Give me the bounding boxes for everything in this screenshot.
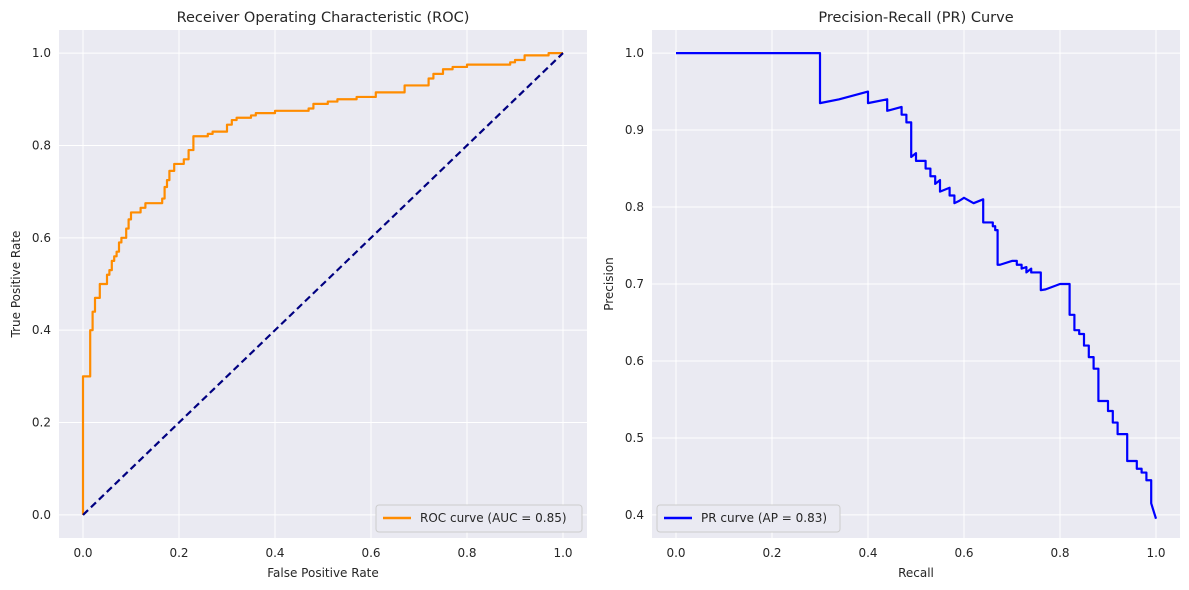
roc-legend-box	[375, 504, 583, 533]
pr-x-tick-label: 0.6	[954, 546, 973, 560]
roc-legend: ROC curve (AUC = 0.85)	[375, 504, 583, 533]
pr-curve-line	[676, 51, 1158, 520]
pr-x-tick-label: 0.4	[858, 546, 877, 560]
pr-series	[676, 51, 1158, 520]
pr-y-tick-label: 0.6	[625, 354, 644, 368]
pr-x-ticks: 0.0 0.2 0.4 0.6 0.8 1.0	[666, 546, 1165, 560]
pr-legend-label: PR curve (AP = 0.83)	[701, 511, 827, 525]
pr-title: Precision-Recall (PR) Curve	[818, 10, 1013, 26]
roc-gridlines	[59, 30, 587, 538]
roc-series	[81, 51, 564, 516]
roc-title: Receiver Operating Characteristic (ROC)	[177, 10, 470, 26]
pr-chart: 0.0 0.2 0.4 0.6 0.8 1.0 0.4 0.5 0.6 0.7 0.8 0.9 1.0…	[602, 10, 1180, 580]
roc-legend-label: ROC curve (AUC = 0.85)	[420, 511, 567, 525]
roc-x-tick-label: 0.2	[169, 546, 188, 560]
roc-y-tick-label: 0.2	[32, 416, 51, 430]
roc-x-axis-label: False Positive Rate	[267, 566, 379, 580]
roc-y-tick-label: 0.0	[32, 508, 51, 522]
pr-x-tick-label: 0.8	[1050, 546, 1069, 560]
pr-y-tick-label: 0.5	[625, 431, 644, 445]
pr-x-tick-label: 1.0	[1146, 546, 1165, 560]
roc-x-tick-label: 0.0	[73, 546, 92, 560]
roc-x-tick-label: 1.0	[553, 546, 572, 560]
roc-y-ticks: 0.0 0.2 0.4 0.6 0.8 1.0	[32, 46, 51, 522]
roc-chart: 0.0 0.2 0.4 0.6 0.8 1.0 0.0 0.2 0.4 0.6 0.8 1.0 Re…	[9, 10, 587, 580]
roc-y-tick-label: 1.0	[32, 46, 51, 60]
pr-x-tick-label: 0.0	[666, 546, 685, 560]
roc-x-tick-label: 0.4	[265, 546, 284, 560]
pr-x-tick-label: 0.2	[762, 546, 781, 560]
pr-x-axis-label: Recall	[898, 566, 934, 580]
roc-y-tick-label: 0.4	[32, 323, 51, 337]
pr-legend-box	[656, 504, 841, 533]
roc-x-tick-label: 0.6	[361, 546, 380, 560]
roc-curve-line	[81, 51, 563, 515]
pr-y-axis-label: Precision	[602, 257, 616, 311]
pr-legend: PR curve (AP = 0.83)	[656, 504, 841, 533]
pr-y-tick-label: 0.4	[625, 508, 644, 522]
pr-y-tick-label: 0.7	[625, 277, 644, 291]
roc-x-tick-label: 0.8	[457, 546, 476, 560]
pr-y-ticks: 0.4 0.5 0.6 0.7 0.8 0.9 1.0	[625, 46, 644, 522]
roc-diagonal-reference-line	[82, 52, 564, 516]
pr-y-tick-label: 1.0	[625, 46, 644, 60]
pr-y-tick-label: 0.8	[625, 200, 644, 214]
roc-y-tick-label: 0.6	[32, 231, 51, 245]
pr-y-tick-label: 0.9	[625, 123, 644, 137]
roc-y-axis-label: True Positive Rate	[9, 231, 23, 339]
roc-y-tick-label: 0.8	[32, 138, 51, 152]
roc-x-ticks: 0.0 0.2 0.4 0.6 0.8 1.0	[73, 546, 572, 560]
